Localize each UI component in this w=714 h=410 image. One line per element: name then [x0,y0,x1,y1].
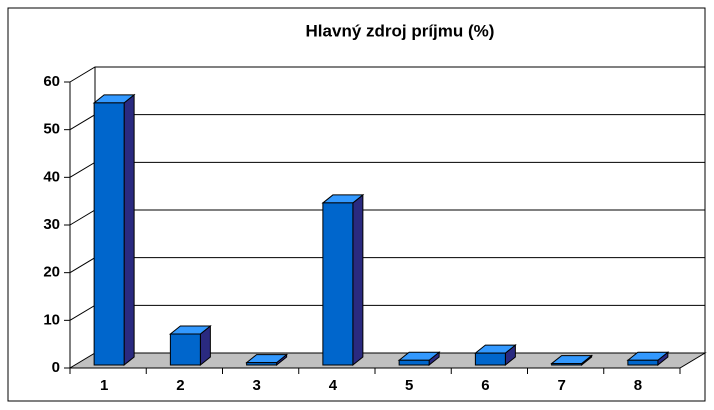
x-tick-label: 7 [557,377,565,394]
y-tick-label: 40 [43,168,60,185]
bar-side [352,193,364,367]
x-tick-label: 5 [405,377,413,394]
floor [68,352,707,369]
bar-front [398,359,430,366]
bar-front [322,202,354,366]
bar [92,93,136,367]
x-tick-label: 4 [329,377,338,394]
bar-front [169,333,201,366]
y-tick-label: 10 [43,311,60,328]
x-tick-label: 8 [634,377,642,394]
bar [473,344,517,367]
y-tick-label: 20 [43,264,60,281]
bar-front [474,352,506,366]
x-tick-label: 3 [252,377,260,394]
x-tick-label: 6 [481,377,489,394]
x-tick-label: 1 [100,377,108,394]
bar [321,193,365,367]
y-tick-label: 50 [43,121,60,138]
bar [245,353,289,367]
bar-front [627,359,659,366]
bar [550,354,594,367]
bar [168,324,212,367]
y-tick-label: 30 [43,216,60,233]
bar-front [551,363,583,366]
grid-line [69,66,705,83]
bar-front [93,102,125,366]
y-tick-label: 60 [43,73,60,90]
bar [397,351,441,367]
y-tick-label: 0 [52,359,60,376]
chart-title: Hlavný zdroj príjmu (%) [306,21,495,40]
bar-front [246,362,278,366]
bar-side [123,93,135,367]
x-tick-label: 2 [176,377,184,394]
bar [626,351,670,367]
